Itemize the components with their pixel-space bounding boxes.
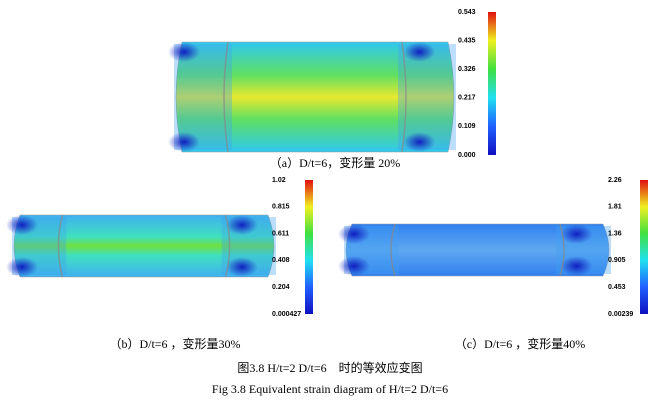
low-strain-spot <box>225 215 258 235</box>
low-strain-spot <box>338 224 370 244</box>
panel-caption: （a）D/t=6，变形量 20% <box>270 155 400 170</box>
low-strain-spot <box>560 256 593 276</box>
colorbar-label: 0.326 <box>458 66 476 73</box>
colorbar-label: 0.000 <box>458 152 476 159</box>
colorbar-label: 0.109 <box>458 123 476 130</box>
low-strain-spot <box>168 132 200 152</box>
colorbar-label: 0.217 <box>458 95 476 102</box>
low-strain-spot <box>6 215 38 235</box>
contour-body <box>175 41 455 153</box>
panel-caption: （b）D/t=6 ，变形量30% <box>109 336 240 351</box>
colorbar-label: 0.815 <box>272 204 290 211</box>
low-strain-spot <box>403 132 436 152</box>
colorbar-label: 0.408 <box>272 257 290 264</box>
colorbar-label: 1.81 <box>608 204 622 211</box>
colorbar-label: 2.26 <box>608 177 622 184</box>
neck-edge <box>390 223 565 277</box>
low-strain-spot <box>338 256 370 276</box>
colorbar-label: 1.36 <box>608 230 622 237</box>
colorbar <box>640 180 648 314</box>
colorbar-label: 0.00239 <box>608 311 633 318</box>
colorbar-label: 0.000427 <box>272 311 301 318</box>
colorbar-label: 0.435 <box>458 37 476 44</box>
colorbar-label: 0.611 <box>272 230 289 237</box>
colorbar-label: 0.905 <box>608 257 626 264</box>
figure-caption-en: Fig 3.8 Equivalent strain diagram of H/t… <box>212 382 448 396</box>
colorbar <box>305 180 313 314</box>
colorbar <box>488 12 496 155</box>
contour-body <box>13 214 275 278</box>
colorbar-label: 1.02 <box>272 177 286 184</box>
low-strain-spot <box>403 42 436 62</box>
colorbar-label: 0.453 <box>608 284 626 291</box>
low-strain-spot <box>560 224 593 244</box>
colorbar-label: 0.543 <box>458 9 476 16</box>
end-region <box>398 44 456 150</box>
low-strain-spot <box>6 257 38 277</box>
panel-caption: （c）D/t=6 ，变形量40% <box>455 336 585 351</box>
neck-edge <box>223 41 407 153</box>
low-strain-spot <box>225 257 258 277</box>
figure-caption-zh: 图3.8 H/t=2 D/t=6 时的等效应变图 <box>237 360 422 375</box>
colorbar-label: 0.204 <box>272 284 290 291</box>
neck-edge <box>57 214 231 278</box>
low-strain-spot <box>168 42 200 62</box>
